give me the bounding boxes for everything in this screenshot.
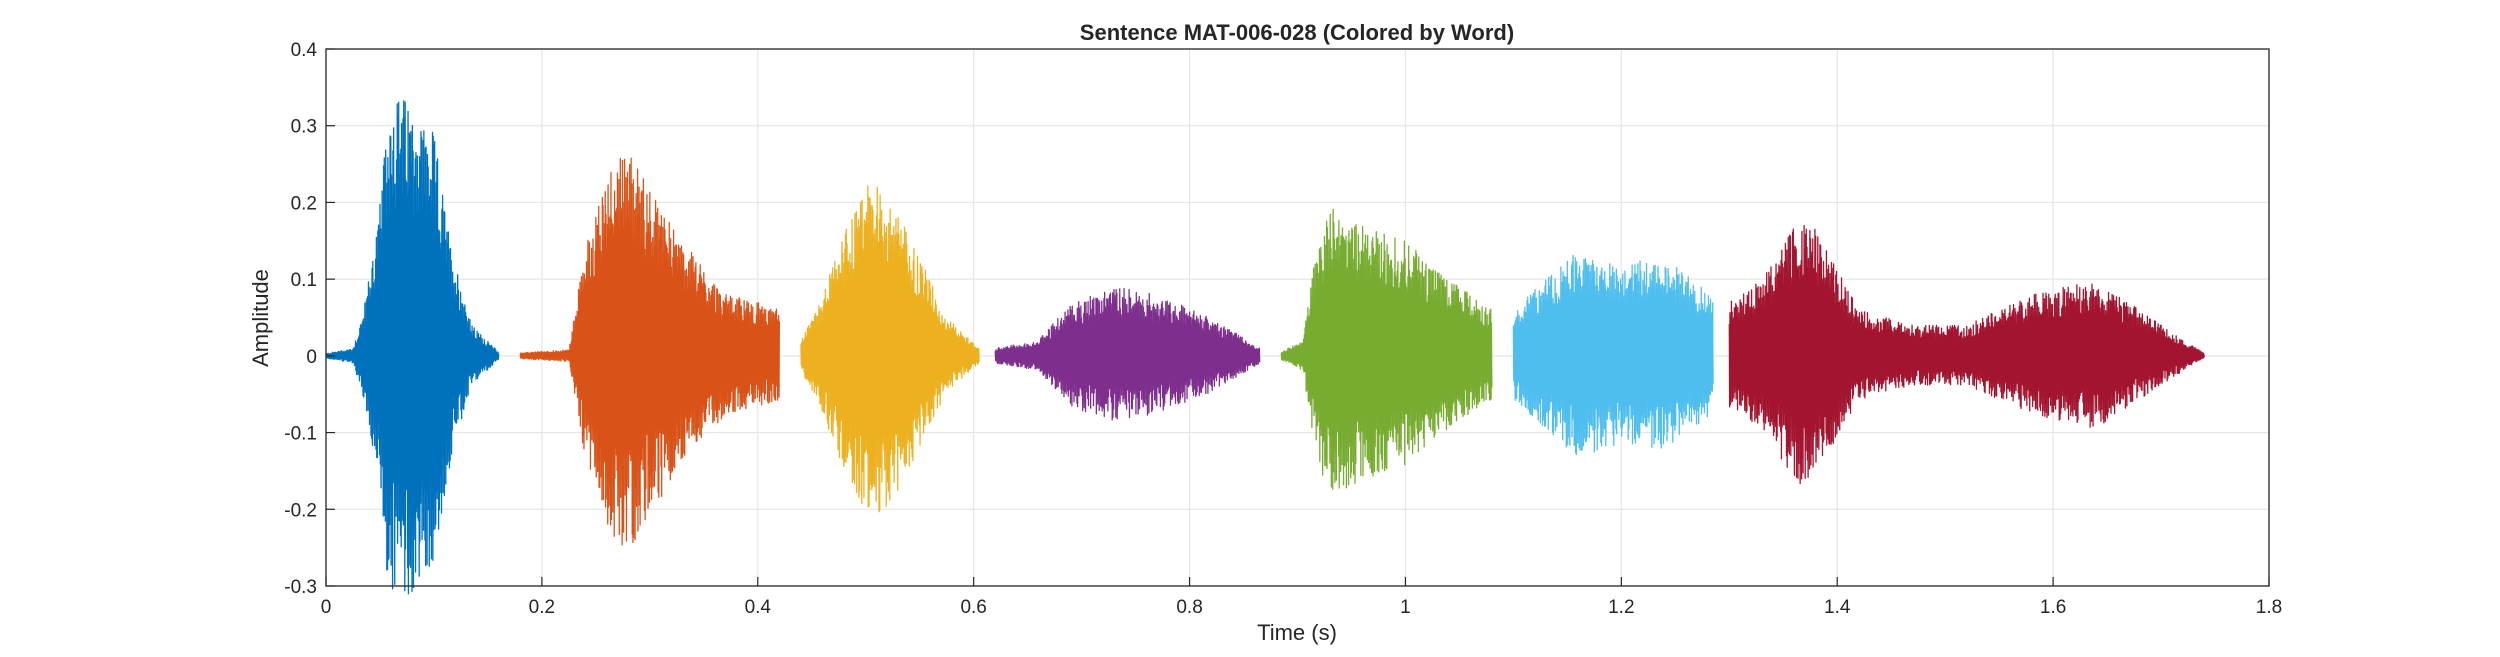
x-tick-label: 1 <box>1400 597 1411 618</box>
y-tick-label: -0.2 <box>284 500 317 521</box>
y-tick-label: 0.2 <box>291 193 317 214</box>
word-waveform-7 <box>1728 225 2205 485</box>
word-waveform-6 <box>1512 254 1714 456</box>
x-tick-label: 0.2 <box>529 597 555 618</box>
y-tick-label: 0 <box>306 347 317 368</box>
x-tick-label: 0.4 <box>745 597 772 618</box>
word-waveform-2 <box>519 157 781 546</box>
y-tick-label: 0.1 <box>291 270 317 291</box>
waveform-series <box>325 100 2205 595</box>
x-tick-label: 1.4 <box>1824 597 1851 618</box>
y-tick-label: -0.3 <box>284 577 317 598</box>
word-waveform-4 <box>994 287 1261 421</box>
word-waveform-1 <box>325 100 500 595</box>
x-tick-label: 1.2 <box>1608 597 1634 618</box>
y-axis: -0.3 -0.2 -0.1 0 0.1 0.2 0.3 0.4 <box>284 40 335 598</box>
x-tick-label: 1.8 <box>2256 597 2282 618</box>
plot-area-border <box>325 48 2270 587</box>
x-tick-label: 0.6 <box>960 597 986 618</box>
word-waveform-3 <box>800 185 980 513</box>
x-tick-label: 0.8 <box>1176 597 1202 618</box>
y-tick-label: 0.3 <box>291 117 317 138</box>
x-tick-label: 1.6 <box>2040 597 2066 618</box>
y-tick-label: 0.4 <box>291 40 318 61</box>
x-axis: 0 0.2 0.4 0.6 0.8 1 1.2 1.4 1.6 1.8 <box>321 577 2282 618</box>
y-tick-label: -0.1 <box>284 424 317 445</box>
x-axis-label: Time (s) <box>1257 620 1337 645</box>
word-waveform-5 <box>1280 208 1493 490</box>
chart-title: Sentence MAT-006-028 (Colored by Word) <box>1080 20 1514 45</box>
y-axis-label: Amplitude <box>248 269 273 367</box>
x-tick-label: 0 <box>321 597 332 618</box>
